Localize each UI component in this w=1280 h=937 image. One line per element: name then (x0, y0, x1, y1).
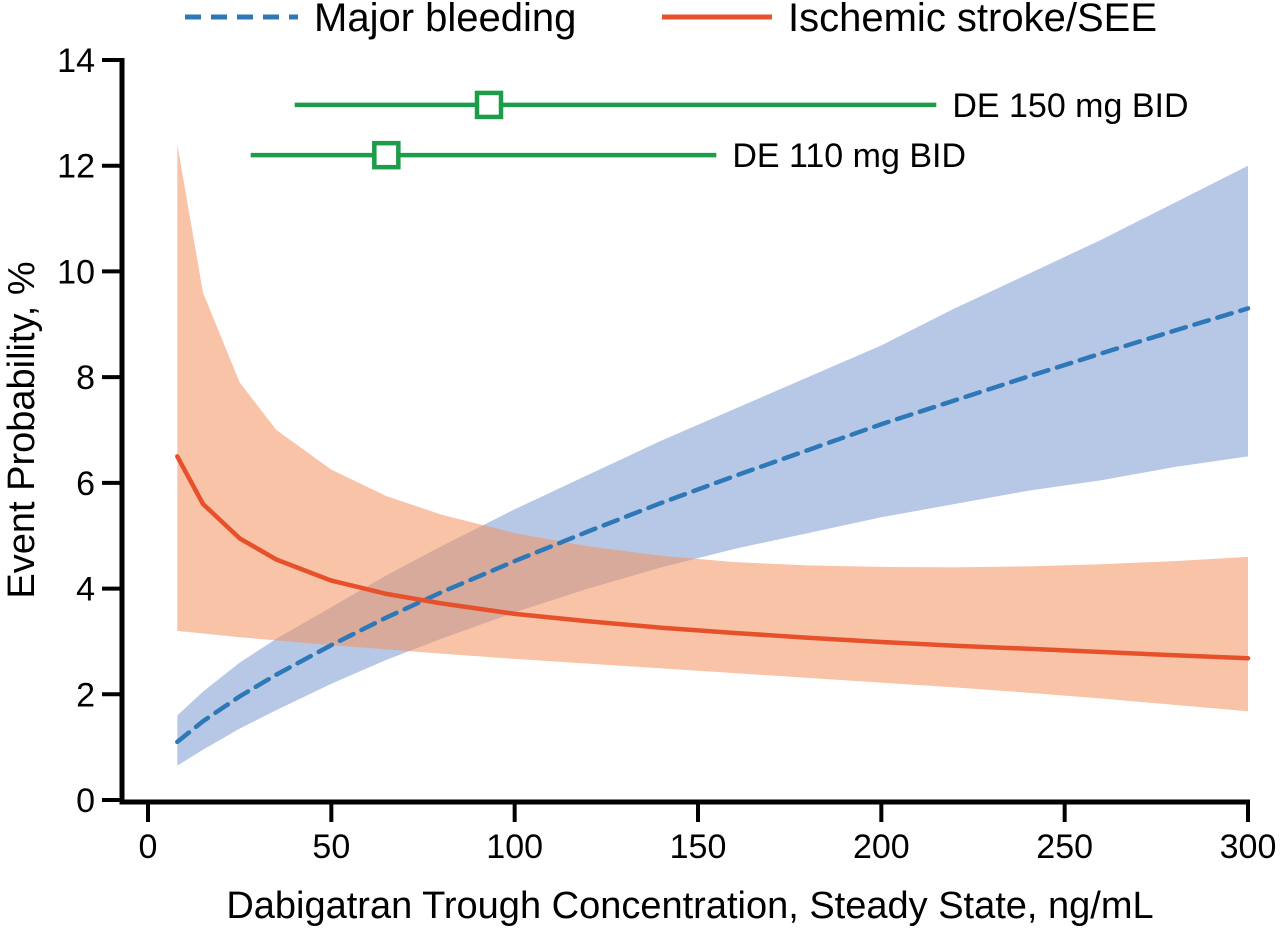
y-tick-label: 10 (57, 253, 95, 291)
series-curves (175, 306, 1251, 745)
y-axis-title: Event Probability, % (1, 261, 43, 598)
x-tick-label: 50 (312, 828, 350, 866)
y-tick-label: 0 (76, 782, 95, 820)
confidence-bands (177, 144, 1248, 766)
legend-label-major-bleeding: Major bleeding (314, 0, 576, 40)
x-tick-label: 250 (1036, 828, 1093, 866)
dose-median-marker (474, 90, 504, 120)
major-bleeding-curve (175, 306, 1251, 745)
ischemic-stroke-see-curve (175, 454, 1251, 661)
dose-range-label: DE 110 mg BID (732, 137, 966, 175)
y-tick-label: 4 (76, 571, 95, 609)
x-tick-label: 200 (853, 828, 910, 866)
dose-median-marker (372, 140, 401, 170)
x-tick-label: 100 (486, 828, 543, 866)
axes: 0 50 100 150 200 250 300 0 2 4 6 8 10 12 14 (57, 42, 1276, 866)
x-tick-label: 0 (139, 828, 158, 866)
x-tick-label: 300 (1220, 828, 1277, 866)
y-tick-label: 2 (76, 676, 95, 714)
ischemic-stroke-see-confidence-band (177, 144, 1248, 712)
x-axis-title: Dabigatran Trough Concentration, Steady … (226, 885, 1153, 927)
x-tick-label: 150 (670, 828, 727, 866)
y-tick-label: 14 (57, 42, 95, 80)
y-tick-label: 12 (57, 148, 95, 186)
legend-label-ischemic-stroke: Ischemic stroke/SEE (788, 0, 1157, 40)
dose-range-label: DE 150 mg BID (952, 87, 1188, 125)
y-tick-label: 6 (76, 465, 95, 503)
legend: Major bleeding Ischemic stroke/SEE (185, 0, 1157, 40)
y-tick-label: 8 (76, 359, 95, 397)
dose-range-annotations: DE 150 mg BID DE 110 mg BID (250, 87, 1189, 175)
